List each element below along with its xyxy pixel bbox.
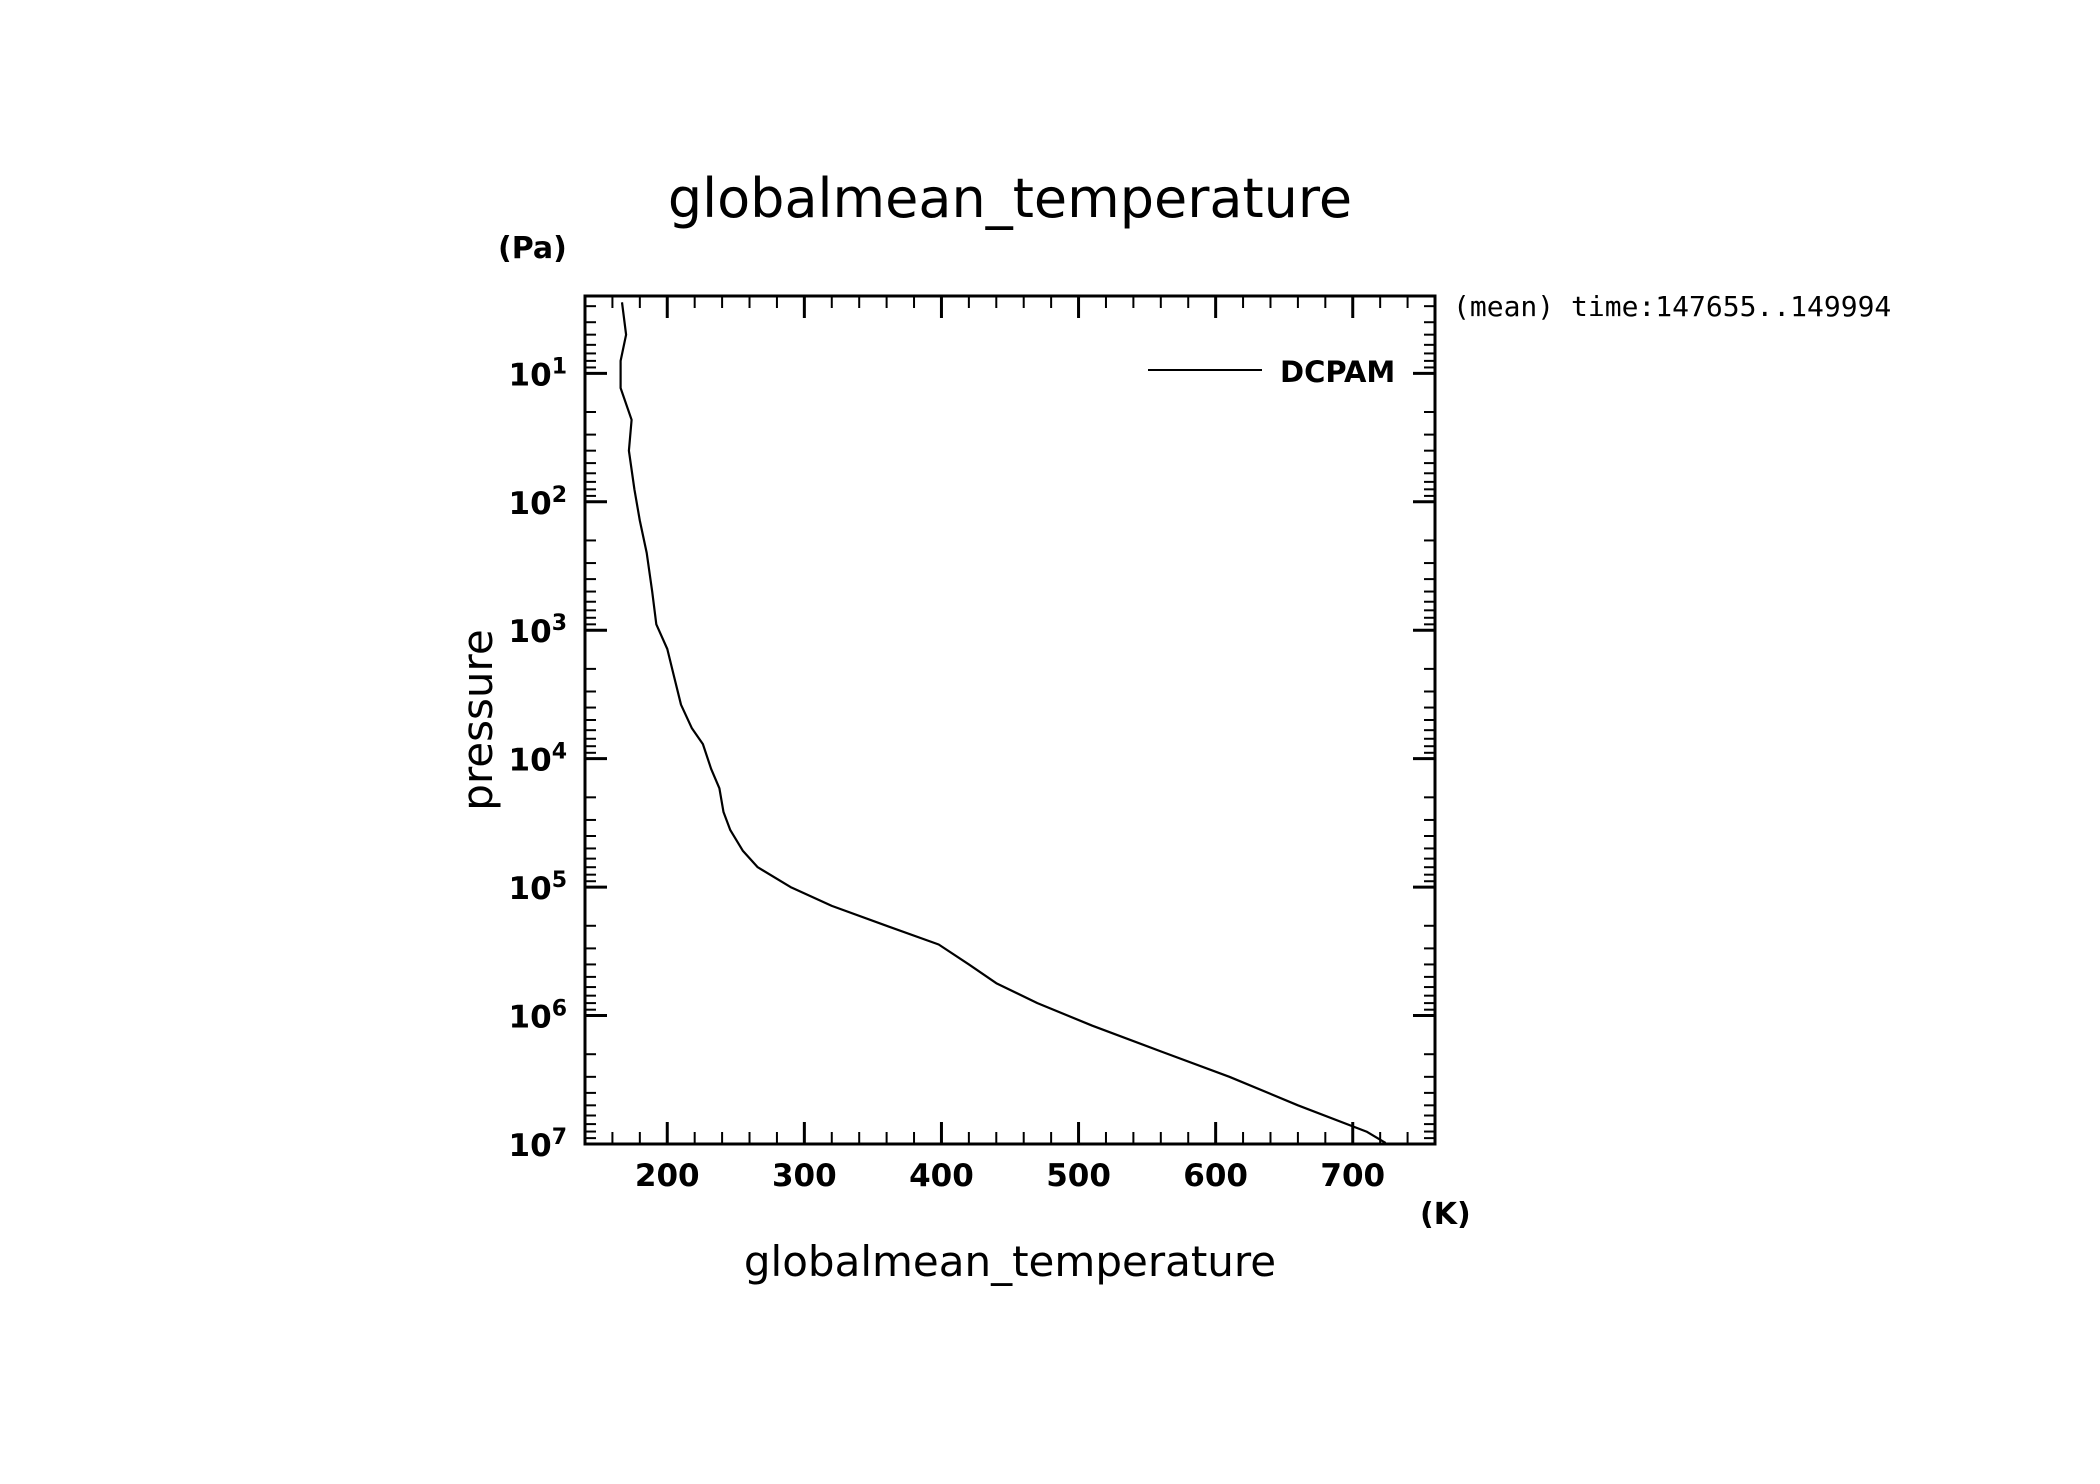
y-tick-label: 101 xyxy=(509,354,567,393)
plot-frame xyxy=(583,294,1437,1146)
x-tick-label: 300 xyxy=(772,1158,837,1194)
y-tick-label: 105 xyxy=(509,868,567,907)
series-line-dcpam xyxy=(619,302,1387,1144)
y-tick-label: 106 xyxy=(509,997,567,1036)
x-tick-label: 600 xyxy=(1183,1158,1248,1194)
y-axis-label: pressure xyxy=(453,629,502,810)
y-tick-label: 103 xyxy=(509,611,567,650)
x-tick-label: 400 xyxy=(909,1158,974,1194)
legend-label-dcpam: DCPAM xyxy=(1280,355,1395,389)
y-tick-label: 107 xyxy=(509,1125,567,1164)
x-axis-unit: (K) xyxy=(1420,1197,1471,1232)
y-axis-unit: (Pa) xyxy=(498,231,567,266)
legend: DCPAM xyxy=(1148,355,1395,389)
series-layer xyxy=(619,302,1387,1144)
x-tick-label: 200 xyxy=(635,1158,700,1194)
x-tick-label: 500 xyxy=(1046,1158,1111,1194)
y-tick-label: 104 xyxy=(509,740,567,779)
time-annotation: (mean) time:147655..149994 xyxy=(1453,290,1891,323)
x-tick-label: 700 xyxy=(1320,1158,1385,1194)
axis-ticks xyxy=(584,296,1436,1146)
tick-labels: 200 300 400 500 600 700 101 102 103 104 105 106 107 xyxy=(509,354,1386,1194)
chart-title: globalmean_temperature xyxy=(668,167,1352,230)
y-tick-label: 102 xyxy=(509,483,567,522)
x-axis-label: globalmean_temperature xyxy=(744,1237,1276,1286)
